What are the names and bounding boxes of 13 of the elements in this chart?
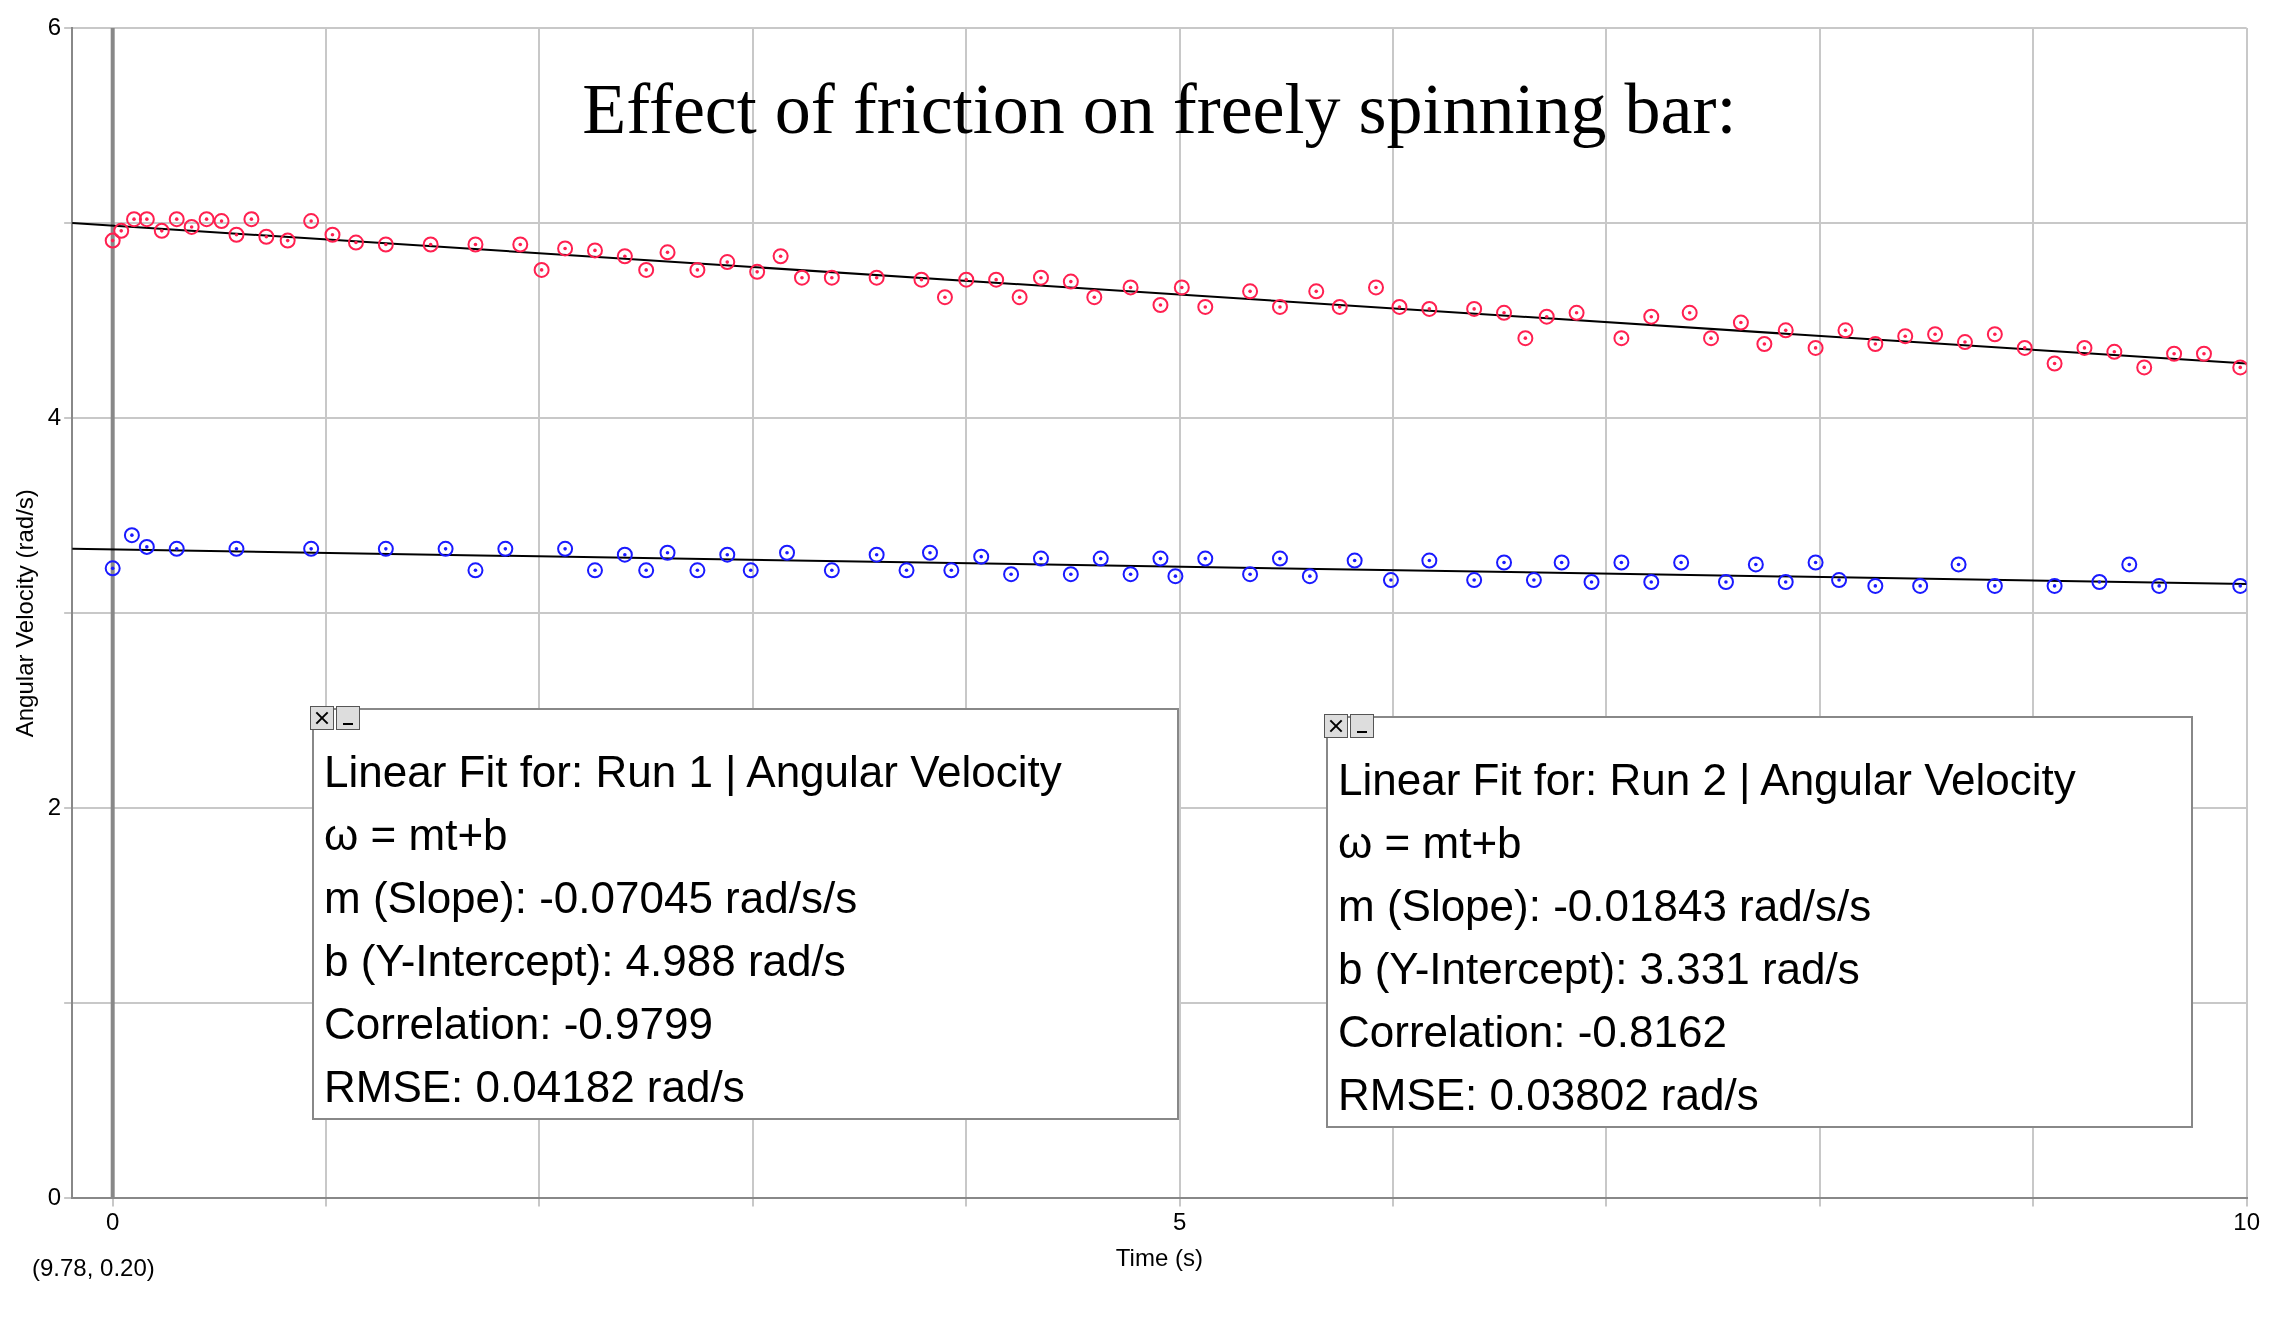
x-tick-label: 10 xyxy=(2233,1208,2260,1236)
y-tick-label: 4 xyxy=(47,402,62,430)
annotation: Linear Fit for: Run 1 | Angular Velocity ω = mt+b m (Slope): -0.07045 rad/s/s b (Y-Intercept): 4.988 rad/s Correlation: -0.9799 RMSE: 0.04182 rad/s xyxy=(324,746,1063,1113)
x-tick-label: 0 xyxy=(106,1208,120,1236)
x-axis-title: Time (s) xyxy=(1115,1244,1203,1272)
annotation: Linear Fit for: Run 2 | Angular Velocity ω = mt+b m (Slope): -0.01843 rad/s/s b (Y-Intercept): 3.331 rad/s Correlation: -0.8162 RMSE: 0.03802 rad/s xyxy=(1338,754,2077,1121)
y-tick-label: 0 xyxy=(47,1183,62,1211)
y-tick-label: 2 xyxy=(47,792,62,820)
text: Effect of friction on freely spinning bar: xyxy=(582,68,1737,149)
y-axis-title: Angular Velocity (rad/s) xyxy=(11,489,39,738)
x-tick-label: 5 xyxy=(1172,1208,1187,1236)
text: (9.78, 0.20) xyxy=(32,1254,155,1282)
y-tick-label: 6 xyxy=(47,12,62,40)
